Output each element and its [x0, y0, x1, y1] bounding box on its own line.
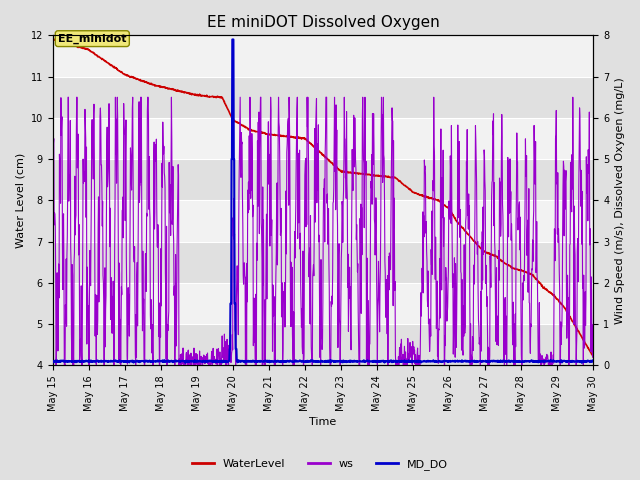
WaterLevel [589, 354, 597, 360]
ws [589, 287, 597, 293]
ws [526, 337, 534, 343]
MD_DO [589, 359, 597, 365]
ws [408, 358, 415, 363]
Y-axis label: Wind Speed (m/s), Dissolved Oxygen (mg/L): Wind Speed (m/s), Dissolved Oxygen (mg/L… [615, 77, 625, 324]
ws [157, 334, 164, 340]
WaterLevel [478, 246, 486, 252]
ws [478, 229, 486, 235]
WaterLevel [525, 271, 533, 276]
Bar [52, 77, 593, 118]
MD_DO [525, 359, 533, 365]
WaterLevel [49, 36, 56, 42]
MD_DO [578, 360, 586, 366]
Title: EE miniDOT Dissolved Oxygen: EE miniDOT Dissolved Oxygen [207, 15, 440, 30]
Bar [52, 118, 593, 159]
MD_DO [478, 359, 486, 364]
Bar [52, 283, 593, 324]
Line: MD_DO: MD_DO [52, 39, 593, 363]
MD_DO [230, 156, 237, 162]
MD_DO [228, 36, 236, 42]
Legend: WaterLevel, ws, MD_DO: WaterLevel, ws, MD_DO [188, 455, 452, 474]
MD_DO [169, 360, 177, 365]
X-axis label: Time: Time [309, 417, 337, 427]
WaterLevel [170, 86, 177, 92]
Bar [52, 241, 593, 283]
Line: ws: ws [52, 97, 593, 365]
WaterLevel [51, 36, 58, 42]
ws [170, 238, 177, 244]
Bar [52, 324, 593, 365]
MD_DO [156, 359, 164, 364]
WaterLevel [407, 188, 415, 193]
WaterLevel [589, 354, 597, 360]
ws [230, 236, 238, 242]
ws [64, 95, 72, 100]
Text: EE_minidot: EE_minidot [58, 34, 127, 44]
Y-axis label: Water Level (cm): Water Level (cm) [15, 153, 25, 248]
Bar [52, 159, 593, 200]
WaterLevel [230, 118, 237, 123]
MD_DO [49, 359, 56, 365]
ws [49, 151, 56, 157]
Line: WaterLevel: WaterLevel [52, 39, 593, 357]
ws [52, 362, 60, 368]
Bar [52, 36, 593, 77]
Bar [52, 200, 593, 241]
WaterLevel [156, 84, 164, 90]
MD_DO [407, 358, 415, 363]
